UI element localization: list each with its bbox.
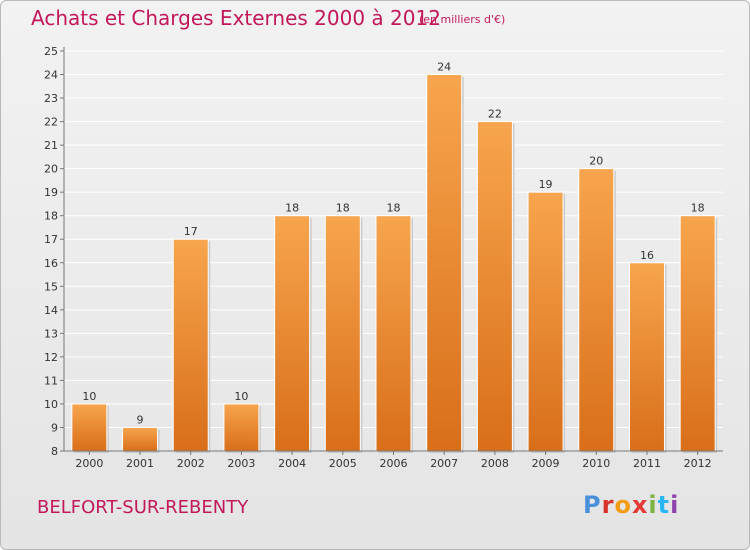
- x-tick-label-2012: 2012: [684, 457, 712, 470]
- y-tick-label: 19: [44, 186, 58, 199]
- x-tick-label-2002: 2002: [177, 457, 205, 470]
- logo-letter: x: [631, 491, 649, 519]
- y-tick-label: 23: [44, 92, 58, 105]
- y-tick-label: 21: [44, 139, 58, 152]
- data-label-2006: 18: [387, 202, 401, 215]
- bar-2003: [223, 403, 260, 452]
- axes: [60, 47, 723, 455]
- labels: 8 9 10 11 12 13 14 15 16 17 18 19 20 21 22 23 24 25 10 2000…: [44, 45, 712, 470]
- data-label-2011: 16: [640, 249, 654, 262]
- bar-2009: [527, 191, 564, 452]
- bar-2002: [172, 238, 209, 452]
- proxiti-logo[interactable]: Proxiti: [583, 491, 679, 519]
- data-label-2003: 10: [234, 390, 248, 403]
- y-tick-label: 13: [44, 327, 58, 340]
- bars: [71, 74, 718, 454]
- place-name: BELFORT-SUR-REBENTY: [37, 497, 249, 518]
- data-label-2001: 9: [137, 413, 144, 426]
- data-label-2012: 18: [691, 202, 705, 215]
- y-tick-label: 18: [44, 210, 58, 223]
- logo-letter: r: [601, 491, 615, 519]
- data-label-2004: 18: [285, 202, 299, 215]
- x-tick-label-2009: 2009: [532, 457, 560, 470]
- logo-letter: i: [670, 491, 680, 519]
- x-tick-label-2007: 2007: [430, 457, 458, 470]
- y-tick-label: 15: [44, 280, 58, 293]
- x-tick-label-2008: 2008: [481, 457, 509, 470]
- data-label-2007: 24: [437, 61, 451, 74]
- data-label-2000: 10: [82, 390, 96, 403]
- y-tick-label: 11: [44, 374, 58, 387]
- bar-2004: [274, 215, 311, 452]
- logo-letter: i: [648, 491, 658, 519]
- logo-letter: o: [614, 491, 632, 519]
- data-label-2002: 17: [184, 225, 198, 238]
- x-tick-label-2000: 2000: [75, 457, 103, 470]
- y-tick-label: 24: [44, 69, 58, 82]
- bar-2010: [578, 168, 615, 452]
- bar-2007: [426, 74, 463, 452]
- bar-2012: [679, 215, 716, 452]
- x-tick-label-2010: 2010: [582, 457, 610, 470]
- data-label-2005: 18: [336, 202, 350, 215]
- x-tick-label-2011: 2011: [633, 457, 661, 470]
- y-tick-label: 16: [44, 257, 58, 270]
- bar-2006: [375, 215, 412, 452]
- y-tick-label: 12: [44, 351, 58, 364]
- y-tick-label: 17: [44, 233, 58, 246]
- logo-letter: t: [657, 491, 671, 519]
- x-tick-label-2004: 2004: [278, 457, 306, 470]
- data-label-2010: 20: [589, 155, 603, 168]
- data-label-2009: 19: [539, 178, 553, 191]
- y-tick-label: 22: [44, 116, 58, 129]
- x-tick-label-2003: 2003: [227, 457, 255, 470]
- y-tick-label: 8: [51, 445, 58, 458]
- x-tick-label-2005: 2005: [329, 457, 357, 470]
- x-tick-label-2006: 2006: [380, 457, 408, 470]
- logo-letter: P: [583, 491, 602, 519]
- bar-2008: [476, 121, 513, 452]
- x-tick-label-2001: 2001: [126, 457, 154, 470]
- bar-2000: [71, 403, 108, 452]
- y-tick-label: 9: [51, 421, 58, 434]
- bar-2001: [122, 426, 159, 452]
- y-tick-label: 25: [44, 45, 58, 58]
- bar-2005: [324, 215, 361, 452]
- chart-title: Achats et Charges Externes 2000 à 2012: [31, 6, 441, 30]
- chart-subtitle: (en milliers d'€): [419, 13, 506, 26]
- bar-2011: [628, 262, 665, 452]
- data-label-2008: 22: [488, 108, 502, 121]
- y-tick-label: 20: [44, 163, 58, 176]
- y-tick-label: 14: [44, 304, 58, 317]
- y-tick-label: 10: [44, 398, 58, 411]
